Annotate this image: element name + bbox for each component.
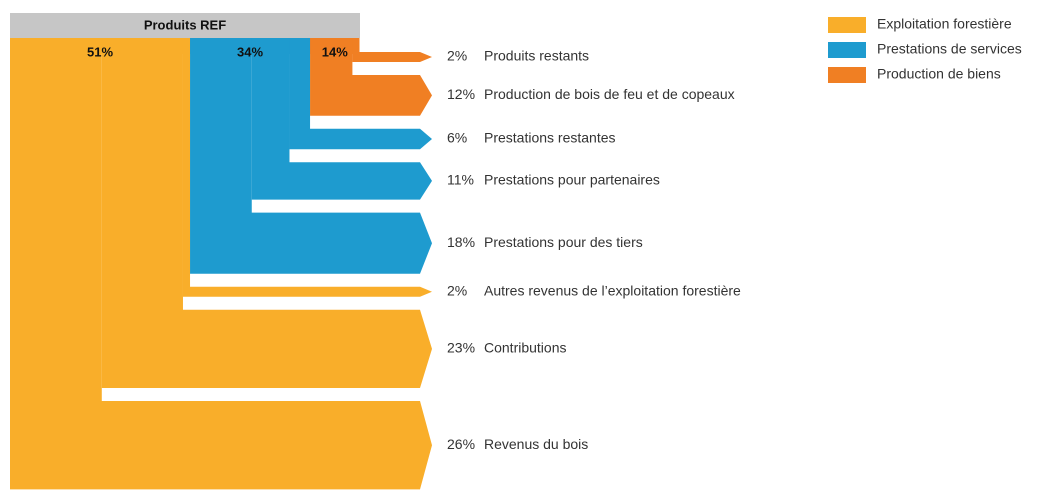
- flow: [352, 38, 432, 62]
- legend-label: Production de biens: [877, 66, 1001, 82]
- column-value-label: 51%: [87, 44, 113, 59]
- column-value-label: 14%: [322, 44, 348, 59]
- flow: [310, 38, 432, 116]
- flow-label: Produits restants: [484, 48, 589, 64]
- column-value-label: 34%: [237, 44, 263, 59]
- flow-label: Production de bois de feu et de copeaux: [484, 86, 735, 102]
- legend-swatch: [828, 67, 866, 83]
- flow-value-label: 2%: [447, 283, 467, 299]
- flow: [10, 38, 432, 490]
- legend-label: Prestations de services: [877, 41, 1022, 57]
- flow-label: Autres revenus de l’exploitation foresti…: [484, 283, 741, 299]
- legend-label: Exploitation forestière: [877, 16, 1012, 32]
- legend-swatch: [828, 42, 866, 58]
- flow: [101, 38, 432, 388]
- legend-swatch: [828, 17, 866, 33]
- flow-label: Contributions: [484, 340, 567, 356]
- flow-value-label: 18%: [447, 234, 475, 250]
- flow-value-label: 26%: [447, 436, 475, 452]
- flow: [190, 38, 432, 274]
- flow-value-label: 12%: [447, 86, 475, 102]
- flow-label: Prestations pour partenaires: [484, 172, 660, 188]
- flow-value-label: 6%: [447, 130, 467, 146]
- chart-title: Produits REF: [144, 17, 226, 32]
- header-bar: [10, 13, 360, 38]
- flow-label: Prestations restantes: [484, 130, 616, 146]
- flow-value-label: 2%: [447, 48, 467, 64]
- flow-label: Prestations pour des tiers: [484, 234, 643, 250]
- flow-value-label: 11%: [447, 172, 474, 188]
- flow: [251, 38, 432, 200]
- flow: [289, 38, 432, 150]
- flow-value-label: 23%: [447, 340, 475, 356]
- flow-label: Revenus du bois: [484, 436, 588, 452]
